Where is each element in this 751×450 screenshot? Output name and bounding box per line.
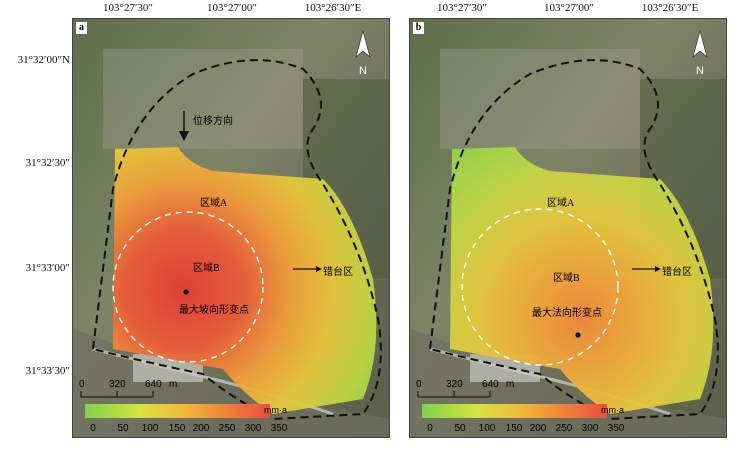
north-arrow-icon xyxy=(692,29,708,58)
scale-unit: m xyxy=(506,379,515,390)
bare-slope-patch xyxy=(103,49,303,149)
max-point-label: 最大法向形变点 xyxy=(532,308,602,319)
displacement-arrow-head xyxy=(179,131,189,141)
map-panel-a: a N 位移方向 区域A 区域B 错台区 最大坡向形变点 0 320 640 m… xyxy=(72,18,390,438)
cb-tick-350: 350 xyxy=(270,423,288,434)
lat-label-4: 31°33′30″ xyxy=(25,365,70,377)
lon-label-5: 103°27′00″ xyxy=(544,2,594,14)
scale-label-320: 320 xyxy=(446,379,463,390)
cb-tick-100: 100 xyxy=(478,423,496,434)
landslide-boundary xyxy=(429,59,719,421)
cb-tick-0: 0 xyxy=(90,423,96,434)
colorbar xyxy=(85,404,270,418)
lat-label-3: 31°33′00″ xyxy=(25,262,70,274)
region-b-label: 区域B xyxy=(553,273,580,284)
region-b-circle xyxy=(461,208,619,366)
map-a-svg xyxy=(73,19,389,437)
cb-tick-150: 150 xyxy=(168,423,186,434)
scale-label-640: 640 xyxy=(482,379,499,390)
scale-label-0: 0 xyxy=(79,379,85,390)
panel-letter: b xyxy=(413,22,424,34)
displacement-label: 位移方向 xyxy=(193,116,233,127)
region-b-label: 区域B xyxy=(193,263,220,274)
cb-tick-250: 250 xyxy=(555,423,573,434)
colorbar-unit: mm·a xyxy=(264,405,287,415)
lon-label-6: 103°26′30″E xyxy=(641,2,699,14)
north-label: N xyxy=(696,65,704,77)
dislocation-arrow-head xyxy=(655,266,661,272)
cb-tick-300: 300 xyxy=(581,423,599,434)
dislocation-zone-label: 错台区 xyxy=(323,267,353,278)
lon-label-4: 103°27′30″ xyxy=(437,2,487,14)
cb-tick-300: 300 xyxy=(244,423,262,434)
colorbar xyxy=(422,404,607,418)
panel-letter: a xyxy=(76,22,87,34)
map-b-svg xyxy=(410,19,726,437)
cb-tick-200: 200 xyxy=(529,423,547,434)
bare-slope-patch xyxy=(440,49,640,149)
cb-tick-200: 200 xyxy=(192,423,210,434)
lat-label-2: 31°32′30″ xyxy=(25,157,70,169)
cb-tick-100: 100 xyxy=(141,423,159,434)
lat-label-1: 31°32′00″N xyxy=(17,54,70,66)
lon-label-3: 103°26′30″E xyxy=(304,2,362,14)
colorbar-unit: mm·a xyxy=(601,405,624,415)
north-label: N xyxy=(359,65,367,77)
cb-tick-250: 250 xyxy=(218,423,236,434)
landslide-boundary xyxy=(92,59,382,421)
lon-label-2: 103°27′00″ xyxy=(207,2,257,14)
north-arrow-icon xyxy=(355,29,371,58)
region-b-circle xyxy=(112,211,264,363)
dislocation-zone-label: 错台区 xyxy=(662,267,692,278)
cb-tick-150: 150 xyxy=(505,423,523,434)
map-panel-b: b N 区域A 区域B 错台区 最大法向形变点 0 320 640 m mm·a… xyxy=(409,18,727,438)
max-deformation-point xyxy=(575,332,581,338)
scale-label-320: 320 xyxy=(109,379,126,390)
cb-tick-350: 350 xyxy=(607,423,625,434)
max-deformation-point xyxy=(183,289,189,295)
dislocation-arrow-head xyxy=(316,266,322,272)
scale-label-640: 640 xyxy=(145,379,162,390)
scale-unit: m xyxy=(169,379,178,390)
deformation-area xyxy=(113,147,377,414)
scale-label-0: 0 xyxy=(416,379,422,390)
region-a-label: 区域A xyxy=(547,198,575,209)
cb-tick-50: 50 xyxy=(117,423,129,434)
cb-tick-50: 50 xyxy=(454,423,466,434)
region-a-label: 区域A xyxy=(200,198,228,209)
deformation-area xyxy=(450,147,714,414)
cb-tick-0: 0 xyxy=(427,423,433,434)
lon-label-1: 103°27′30″ xyxy=(103,2,153,14)
max-point-label: 最大坡向形变点 xyxy=(179,305,249,316)
